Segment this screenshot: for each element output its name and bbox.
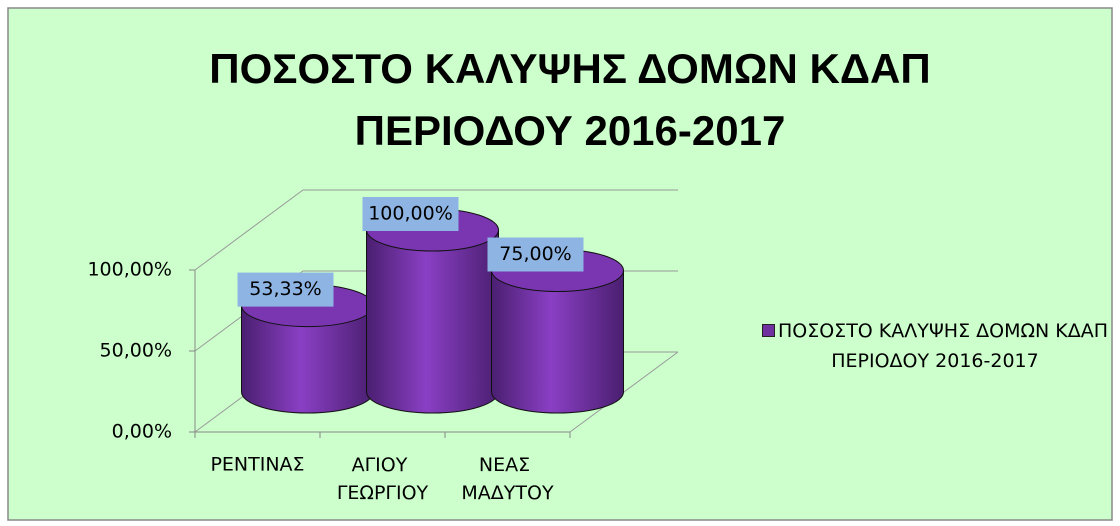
data-label-box	[362, 197, 459, 231]
bar	[366, 229, 499, 414]
y-tick-label: 100,00%	[87, 259, 172, 281]
data-label: 75,00%	[499, 243, 571, 265]
x-tick-label: ΑΓΙΟΥ ΓΕΩΡΓΙΟΥ	[337, 454, 429, 504]
data-label-box	[487, 237, 584, 272]
data-label: 53,33%	[249, 278, 321, 300]
legend: ΠΟΣΟΣΤΟ ΚΑΛΥΨΗΣ ΔΟΜΩΝ ΚΔΑΠ ΠΕΡΙΟΔΟΥ 2016…	[760, 316, 1110, 376]
data-label: 100,00%	[368, 203, 453, 225]
y-tick-label: 0,00%	[112, 421, 172, 443]
cylinder	[491, 249, 624, 414]
y-tick-label: 50,00%	[100, 340, 172, 362]
legend-swatch	[761, 324, 775, 337]
legend-label: ΠΟΣΟΣΤΟ ΚΑΛΥΨΗΣ ΔΟΜΩΝ ΚΔΑΠ ΠΕΡΙΟΔΟΥ 2016…	[777, 320, 1108, 372]
cylinder	[366, 208, 499, 414]
x-tick-label: ΡΕΝΤΙΝΑΣ	[210, 454, 304, 476]
x-tick-label: ΝΕΑΣ ΜΑΔΥΤΟΥ	[461, 454, 554, 504]
data-label-box	[237, 272, 334, 307]
bar	[491, 270, 624, 414]
grid-line	[194, 189, 678, 271]
chart-title: ΠΟΣΟΣΤΟ ΚΑΛΥΨΗΣ ΔΟΜΩΝ ΚΔΑΠ ΠΕΡΙΟΔΟΥ 2016…	[209, 45, 931, 154]
